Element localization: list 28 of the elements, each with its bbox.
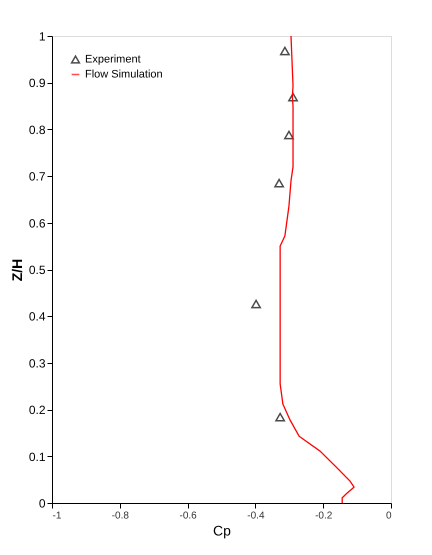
x-tick-label: -0.8 — [112, 510, 130, 522]
x-tick-label: -0.2 — [315, 510, 333, 522]
y-tick-label: 0.1 — [28, 450, 46, 464]
point — [251, 300, 262, 308]
y-tick-label: 0 — [38, 496, 46, 510]
x-tick-label: -1 — [52, 510, 62, 522]
y-tick-label: 0.8 — [28, 122, 46, 137]
x-tick-label: -0.4 — [247, 510, 265, 522]
y-tick-label: 0.9 — [28, 76, 46, 90]
x-tick-label: -0.6 — [179, 510, 198, 522]
point — [274, 178, 284, 188]
x-axis-title: Cp — [213, 522, 232, 538]
y-tick-label: 0.3 — [28, 356, 46, 370]
y-tick-label: 0.6 — [28, 216, 46, 230]
y-tick-label: 1 — [38, 30, 46, 44]
y-tick-label: 0.7 — [28, 170, 46, 184]
y-tick-label: 0.4 — [28, 310, 46, 324]
y-tick-label: 0.2 — [28, 403, 46, 418]
legend-label: Flow Simulation — [85, 68, 163, 80]
point — [275, 412, 286, 422]
point — [288, 92, 298, 102]
point — [284, 130, 294, 140]
x-tick-label: 0 — [386, 510, 392, 522]
y-axis-title: Z/H — [8, 258, 25, 282]
point — [280, 46, 290, 56]
legend-label: Experiment — [85, 54, 141, 66]
y-tick-label: 0.5 — [28, 263, 46, 277]
line-series — [279, 35, 355, 504]
